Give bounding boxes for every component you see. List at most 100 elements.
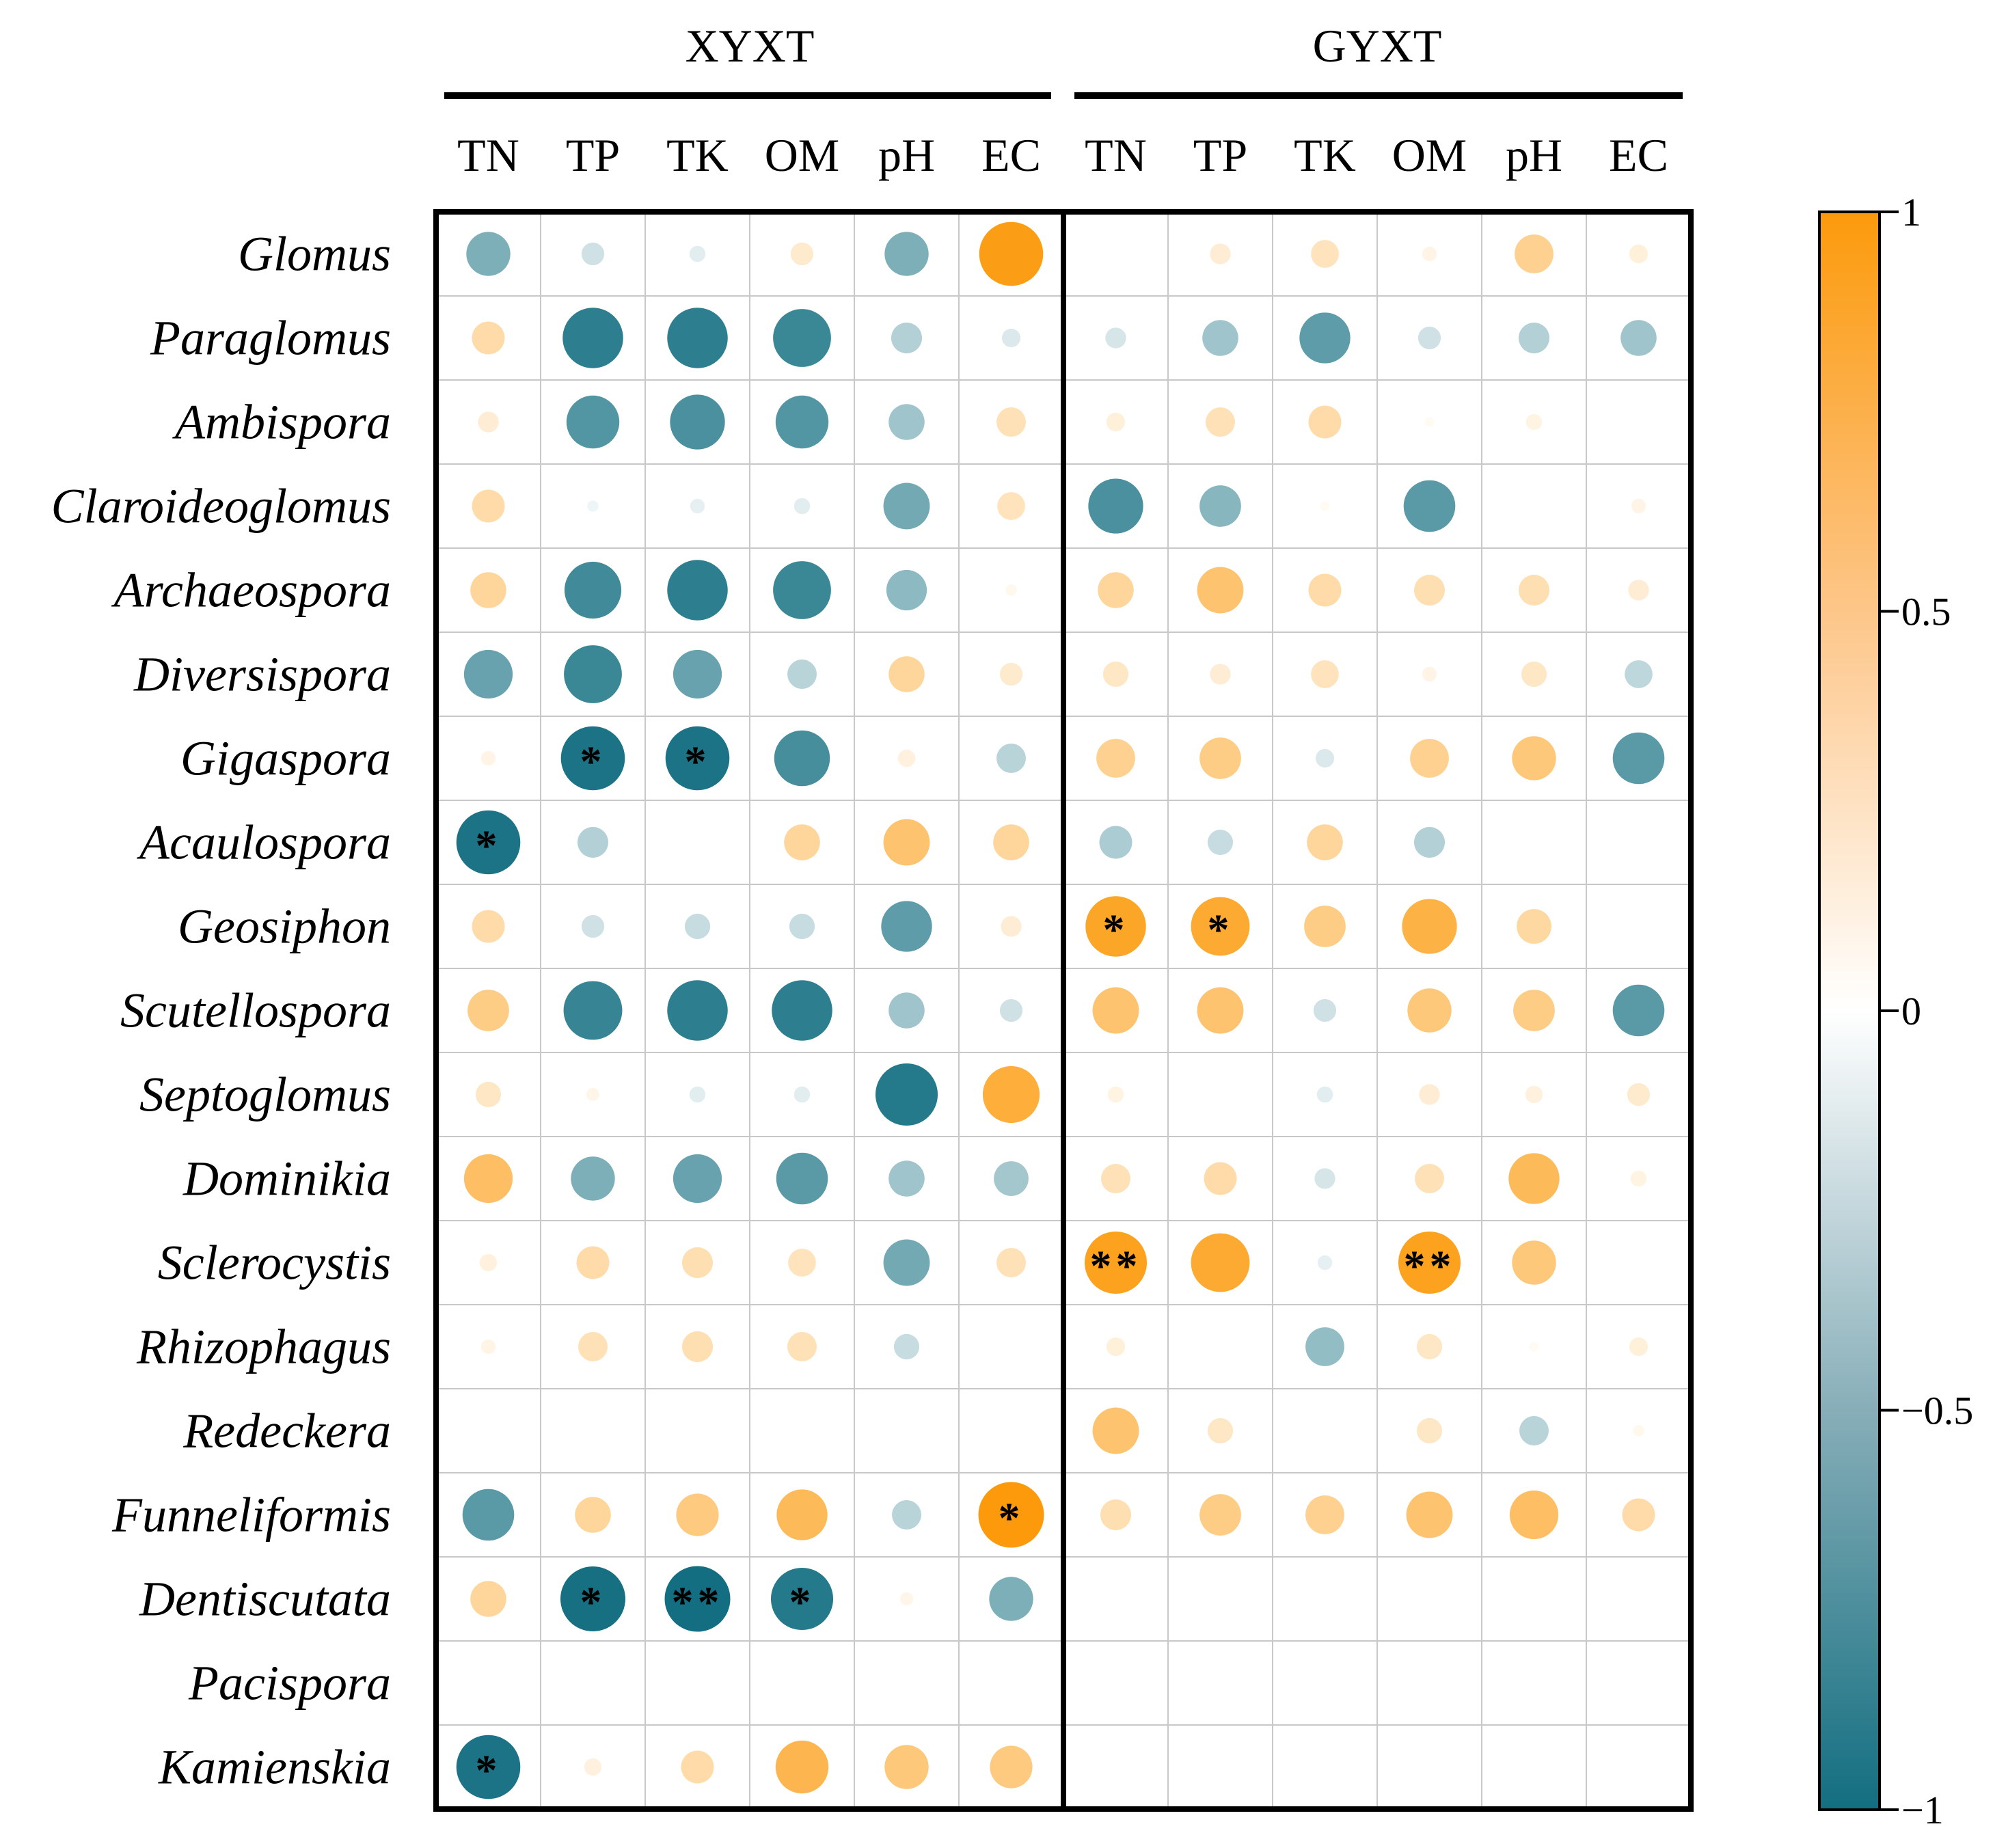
- correlation-circle-septoglomus-xyxt-ec: [982, 1065, 1040, 1124]
- correlation-circle-septoglomus-gyxt-ph: [1525, 1085, 1543, 1104]
- correlation-circle-diversispora-gyxt-tk: [1311, 660, 1339, 688]
- correlation-circle-claroideoglomus-xyxt-tn: [472, 489, 505, 523]
- row-label: Redeckera: [182, 1404, 391, 1458]
- row-label: Gigaspora: [180, 731, 391, 786]
- correlation-circle-acaulospora-xyxt-tp: [577, 826, 609, 858]
- correlation-circle-archaeospora-gyxt-ec: [1628, 580, 1649, 601]
- correlation-circle-funneliformis-xyxt-om: [776, 1489, 828, 1540]
- correlation-circle-dentiscutata-gyxt-tn: [1115, 1598, 1117, 1600]
- significance-mark: *: [685, 737, 711, 786]
- correlation-circle-pacispora-xyxt-om: [801, 1682, 803, 1684]
- correlation-circle-acaulospora-gyxt-tp: [1207, 829, 1234, 856]
- correlation-circle-pacispora-xyxt-tn: [487, 1682, 489, 1684]
- correlation-circle-pacispora-xyxt-ph: [906, 1682, 908, 1684]
- significance-mark: *: [580, 737, 606, 786]
- row-label: Glomus: [238, 227, 391, 282]
- correlation-circle-acaulospora-gyxt-ec: [1638, 841, 1640, 843]
- correlation-circle-geosiphon-gyxt-tk: [1304, 906, 1346, 947]
- correlation-circle-dominikia-gyxt-tk: [1314, 1168, 1335, 1189]
- correlation-circle-diversispora-xyxt-ph: [888, 656, 925, 692]
- correlation-circle-redeckera-xyxt-ec: [1010, 1430, 1012, 1432]
- row-label: Paraglomus: [150, 311, 391, 366]
- correlation-circle-scutellospora-gyxt-ph: [1513, 990, 1555, 1031]
- correlation-circle-ambispora-xyxt-ec: [996, 407, 1026, 437]
- correlation-circle-claroideoglomus-gyxt-tk: [1320, 501, 1330, 511]
- correlation-circle-redeckera-xyxt-ph: [906, 1430, 908, 1432]
- significance-mark: *: [999, 1494, 1025, 1543]
- significance-mark: *: [789, 1578, 815, 1627]
- colorbar-tick-label: −0.5: [1901, 1389, 1973, 1433]
- correlation-circle-sclerocystis-gyxt-ec: [1638, 1262, 1640, 1264]
- correlation-circle-gigaspora-xyxt-tp: [560, 726, 625, 791]
- correlation-circle-rhizophagus-gyxt-tp: [1219, 1346, 1221, 1348]
- correlation-circle-rhizophagus-xyxt-tk: [681, 1331, 714, 1363]
- correlation-circle-septoglomus-gyxt-tp: [1219, 1093, 1221, 1096]
- correlation-circle-acaulospora-xyxt-om: [784, 824, 820, 860]
- correlation-circle-dominikia-gyxt-tp: [1204, 1162, 1237, 1195]
- correlation-circle-claroideoglomus-xyxt-om: [793, 498, 811, 515]
- correlation-circle-funneliformis-xyxt-ph: [892, 1500, 921, 1530]
- correlation-circle-scutellospora-gyxt-tk: [1313, 998, 1337, 1022]
- correlation-circle-funneliformis-gyxt-om: [1406, 1491, 1453, 1538]
- correlation-circle-glomus-gyxt-tp: [1210, 243, 1231, 264]
- correlation-circle-redeckera-gyxt-om: [1416, 1417, 1443, 1444]
- correlation-circle-ambispora-gyxt-tp: [1206, 407, 1235, 437]
- correlation-circle-septoglomus-xyxt-tk: [689, 1086, 706, 1103]
- correlation-circle-septoglomus-xyxt-tp: [586, 1087, 600, 1102]
- correlation-circle-kamienskia-xyxt-tn: [456, 1735, 521, 1799]
- correlation-circle-geosiphon-xyxt-tn: [472, 910, 505, 943]
- correlation-circle-rhizophagus-gyxt-ph: [1529, 1342, 1539, 1352]
- correlation-circle-gigaspora-xyxt-tk: [665, 726, 730, 791]
- correlation-circle-geosiphon-xyxt-ec: [1001, 916, 1022, 937]
- correlation-circle-sclerocystis-gyxt-tp: [1191, 1233, 1250, 1292]
- correlation-circle-redeckera-gyxt-tk: [1324, 1430, 1326, 1432]
- correlation-circle-diversispora-gyxt-tn: [1102, 661, 1129, 688]
- correlation-circle-glomus-xyxt-om: [790, 242, 814, 266]
- correlation-circle-dentiscutata-gyxt-tk: [1324, 1598, 1326, 1600]
- column-label: TN: [457, 129, 519, 181]
- correlation-circle-paraglomus-xyxt-tp: [562, 308, 623, 368]
- correlation-circle-funneliformis-gyxt-tp: [1199, 1494, 1241, 1536]
- correlation-circle-scutellospora-xyxt-ec: [999, 998, 1023, 1022]
- significance-mark: **: [672, 1578, 724, 1627]
- correlation-circle-glomus-xyxt-tp: [581, 242, 605, 266]
- correlation-circle-paraglomus-gyxt-tn: [1105, 327, 1126, 349]
- correlation-circle-diversispora-xyxt-tp: [564, 645, 622, 703]
- correlation-circle-acaulospora-xyxt-ec: [993, 824, 1029, 860]
- correlation-circle-geosiphon-xyxt-tp: [581, 914, 605, 938]
- correlation-circle-funneliformis-gyxt-ph: [1509, 1490, 1559, 1540]
- correlation-circle-glomus-xyxt-tn: [466, 232, 511, 276]
- correlation-circle-septoglomus-xyxt-om: [793, 1086, 811, 1103]
- significance-mark: *: [1208, 906, 1234, 954]
- correlation-circle-kamienskia-xyxt-om: [775, 1740, 829, 1794]
- correlation-circle-ambispora-xyxt-om: [775, 395, 829, 449]
- correlation-circle-rhizophagus-xyxt-tn: [480, 1339, 496, 1355]
- column-label: TK: [1294, 129, 1356, 181]
- correlation-circle-funneliformis-gyxt-tk: [1305, 1495, 1344, 1534]
- significance-mark: **: [1404, 1242, 1456, 1290]
- correlation-circle-dentiscutata-gyxt-tp: [1219, 1598, 1221, 1600]
- correlation-circle-redeckera-gyxt-tn: [1092, 1407, 1139, 1454]
- correlation-circle-dominikia-xyxt-ph: [888, 1160, 925, 1197]
- correlation-circle-glomus-xyxt-ec: [979, 221, 1044, 286]
- correlation-circle-archaeospora-gyxt-tp: [1197, 567, 1244, 614]
- correlation-circle-diversispora-gyxt-ec: [1625, 660, 1653, 688]
- correlation-circle-funneliformis-gyxt-ec: [1622, 1498, 1655, 1532]
- correlation-circle-dominikia-xyxt-tp: [571, 1156, 615, 1201]
- correlation-circle-claroideoglomus-gyxt-ph: [1533, 505, 1535, 507]
- correlation-circle-septoglomus-xyxt-ph: [875, 1063, 938, 1126]
- correlation-circle-gigaspora-gyxt-ph: [1512, 736, 1556, 780]
- correlation-circle-geosiphon-gyxt-ec: [1638, 925, 1640, 927]
- correlation-circle-claroideoglomus-gyxt-tn: [1088, 478, 1143, 534]
- column-label: pH: [1506, 129, 1562, 181]
- correlation-circle-redeckera-xyxt-tk: [696, 1430, 698, 1432]
- correlation-circle-glomus-gyxt-tn: [1115, 253, 1117, 255]
- correlation-circle-scutellospora-gyxt-tp: [1197, 987, 1244, 1034]
- significance-mark: *: [580, 1578, 606, 1627]
- correlation-circle-acaulospora-xyxt-ph: [883, 819, 930, 866]
- correlation-circle-funneliformis-xyxt-ec: [978, 1482, 1044, 1548]
- correlation-circle-archaeospora-xyxt-tn: [470, 572, 506, 608]
- row-label: Scutellospora: [120, 983, 391, 1038]
- row-label: Archaeospora: [111, 563, 391, 618]
- row-label: Dentiscutata: [139, 1572, 391, 1627]
